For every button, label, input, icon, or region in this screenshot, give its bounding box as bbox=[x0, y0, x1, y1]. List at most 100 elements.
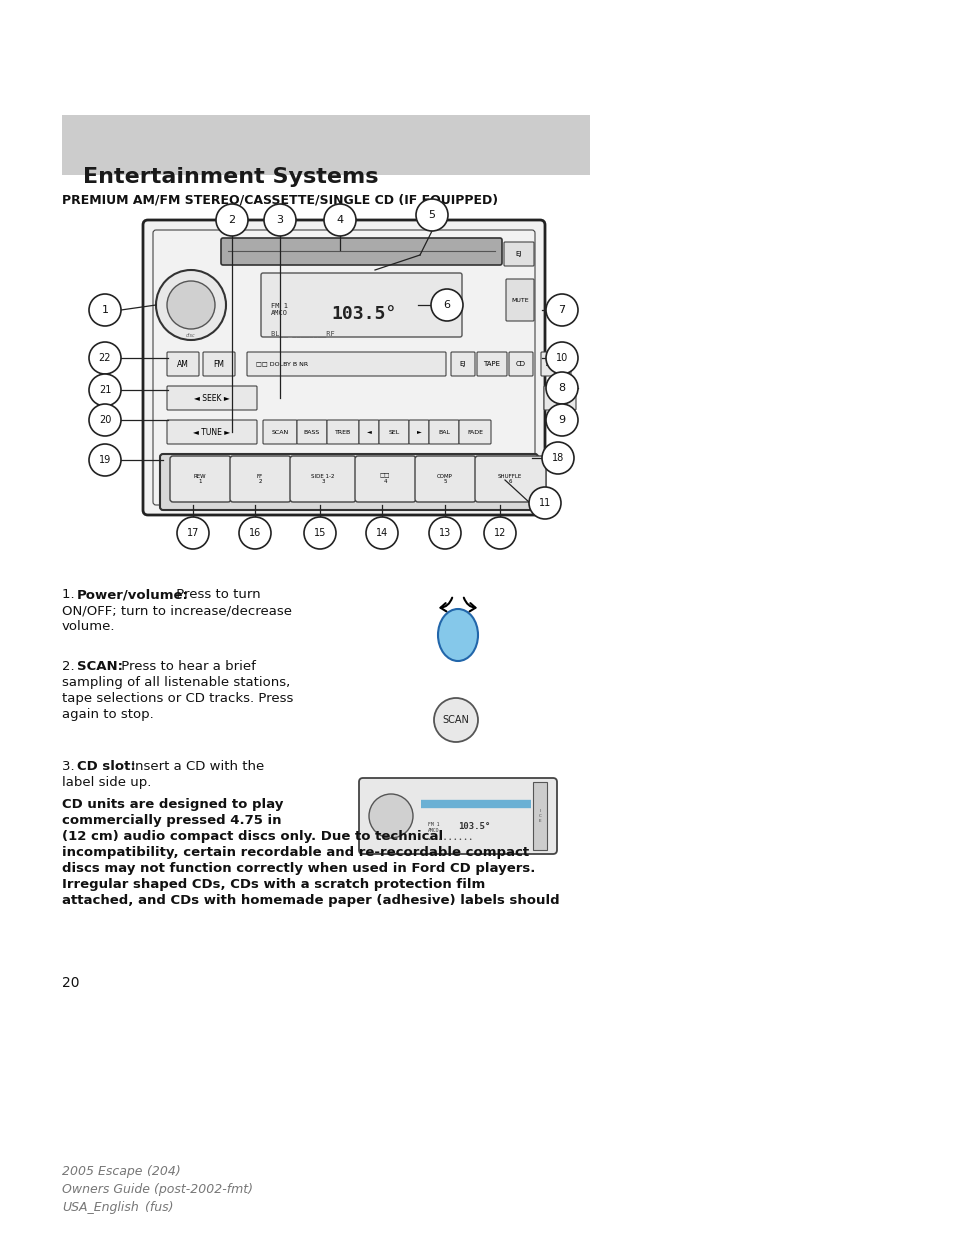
Text: SCAN:: SCAN: bbox=[77, 659, 123, 673]
Text: EJ: EJ bbox=[516, 251, 521, 257]
FancyBboxPatch shape bbox=[451, 352, 475, 375]
FancyBboxPatch shape bbox=[509, 352, 533, 375]
Text: 10: 10 bbox=[556, 353, 568, 363]
Circle shape bbox=[264, 204, 295, 236]
Text: USA_English: USA_English bbox=[62, 1200, 138, 1214]
FancyBboxPatch shape bbox=[429, 420, 458, 445]
FancyBboxPatch shape bbox=[540, 352, 571, 375]
Text: Press to turn: Press to turn bbox=[172, 588, 260, 601]
FancyBboxPatch shape bbox=[261, 273, 461, 337]
Circle shape bbox=[541, 442, 574, 474]
Circle shape bbox=[89, 445, 121, 475]
FancyBboxPatch shape bbox=[476, 352, 506, 375]
Text: FM 1
AMCΟ: FM 1 AMCΟ bbox=[271, 303, 288, 316]
FancyBboxPatch shape bbox=[160, 454, 537, 510]
FancyBboxPatch shape bbox=[167, 387, 256, 410]
FancyBboxPatch shape bbox=[143, 220, 544, 515]
Text: 20: 20 bbox=[62, 976, 79, 990]
Text: label side up.: label side up. bbox=[62, 776, 152, 789]
Text: FADE: FADE bbox=[467, 430, 482, 435]
Text: incompatibility, certain recordable and re-recordable compact: incompatibility, certain recordable and … bbox=[62, 846, 529, 860]
Text: 17: 17 bbox=[187, 529, 199, 538]
Text: 103.5°: 103.5° bbox=[457, 823, 490, 831]
Text: BL__ ________RF: BL__ ________RF bbox=[271, 330, 335, 337]
Text: • • • • • • • • •: • • • • • • • • • bbox=[428, 837, 472, 842]
Text: PREMIUM AM/FM STEREO/CASSETTE/SINGLE CD (IF EQUIPPED): PREMIUM AM/FM STEREO/CASSETTE/SINGLE CD … bbox=[62, 193, 497, 206]
Text: 14: 14 bbox=[375, 529, 388, 538]
Text: 16: 16 bbox=[249, 529, 261, 538]
Circle shape bbox=[156, 270, 226, 340]
Text: tape selections or CD tracks. Press: tape selections or CD tracks. Press bbox=[62, 692, 294, 705]
Text: AUTO: AUTO bbox=[546, 361, 565, 367]
Circle shape bbox=[431, 289, 462, 321]
Text: attached, and CDs with homemade paper (adhesive) labels should: attached, and CDs with homemade paper (a… bbox=[62, 894, 559, 906]
FancyBboxPatch shape bbox=[533, 782, 546, 850]
Text: TREB: TREB bbox=[335, 430, 351, 435]
FancyBboxPatch shape bbox=[221, 238, 501, 266]
Text: BASS: BASS bbox=[304, 430, 320, 435]
FancyBboxPatch shape bbox=[358, 778, 557, 853]
FancyBboxPatch shape bbox=[327, 420, 358, 445]
Text: 9: 9 bbox=[558, 415, 565, 425]
Circle shape bbox=[324, 204, 355, 236]
Text: 3: 3 bbox=[276, 215, 283, 225]
Circle shape bbox=[545, 342, 578, 374]
Text: (fus): (fus) bbox=[141, 1200, 173, 1214]
Text: 7: 7 bbox=[558, 305, 565, 315]
Text: REW
1: REW 1 bbox=[193, 473, 206, 484]
FancyBboxPatch shape bbox=[358, 420, 378, 445]
FancyBboxPatch shape bbox=[167, 420, 256, 445]
FancyBboxPatch shape bbox=[62, 115, 589, 175]
Circle shape bbox=[545, 372, 578, 404]
Circle shape bbox=[89, 374, 121, 406]
Circle shape bbox=[239, 517, 271, 550]
Text: AM: AM bbox=[177, 359, 189, 368]
Text: ◄ SEEK ►: ◄ SEEK ► bbox=[193, 394, 230, 403]
Text: 2: 2 bbox=[228, 215, 235, 225]
Text: 13: 13 bbox=[438, 529, 451, 538]
Text: 12: 12 bbox=[494, 529, 506, 538]
Text: Power/volume:: Power/volume: bbox=[77, 588, 189, 601]
Text: □□ DOLBY B NR: □□ DOLBY B NR bbox=[255, 362, 308, 367]
FancyBboxPatch shape bbox=[505, 279, 534, 321]
Text: SCAN: SCAN bbox=[442, 715, 469, 725]
Circle shape bbox=[429, 517, 460, 550]
Text: SCAN: SCAN bbox=[271, 430, 289, 435]
Circle shape bbox=[545, 404, 578, 436]
Text: discs may not function correctly when used in Ford CD players.: discs may not function correctly when us… bbox=[62, 862, 535, 876]
Text: □□
4: □□ 4 bbox=[379, 473, 390, 484]
Text: ◄ TUNE ►: ◄ TUNE ► bbox=[193, 427, 231, 436]
Text: CD slot:: CD slot: bbox=[77, 760, 135, 773]
FancyBboxPatch shape bbox=[543, 387, 576, 410]
Text: 18: 18 bbox=[551, 453, 563, 463]
Text: CD: CD bbox=[516, 361, 525, 367]
Text: SEL: SEL bbox=[388, 430, 399, 435]
Text: 11: 11 bbox=[538, 498, 551, 508]
Text: FM: FM bbox=[213, 359, 224, 368]
Text: MUTE: MUTE bbox=[511, 298, 528, 303]
Text: 19: 19 bbox=[99, 454, 111, 466]
FancyBboxPatch shape bbox=[475, 456, 545, 501]
Text: FF
2: FF 2 bbox=[256, 473, 263, 484]
Circle shape bbox=[167, 282, 214, 329]
Text: 2.: 2. bbox=[62, 659, 79, 673]
FancyBboxPatch shape bbox=[290, 456, 355, 501]
FancyBboxPatch shape bbox=[203, 352, 234, 375]
FancyBboxPatch shape bbox=[458, 420, 491, 445]
Text: I
C
E: I C E bbox=[538, 809, 541, 823]
Text: 103.5°: 103.5° bbox=[331, 305, 395, 324]
FancyBboxPatch shape bbox=[503, 242, 534, 266]
Text: 2005 Escape: 2005 Escape bbox=[62, 1165, 142, 1178]
Text: 4: 4 bbox=[336, 215, 343, 225]
Text: Irregular shaped CDs, CDs with a scratch protection film: Irregular shaped CDs, CDs with a scratch… bbox=[62, 878, 485, 890]
Text: SHUFFLE
6: SHUFFLE 6 bbox=[497, 473, 521, 484]
Text: Press to hear a brief: Press to hear a brief bbox=[117, 659, 255, 673]
Ellipse shape bbox=[437, 609, 477, 661]
FancyBboxPatch shape bbox=[355, 456, 416, 501]
Text: 1.: 1. bbox=[62, 588, 79, 601]
Circle shape bbox=[215, 204, 248, 236]
Circle shape bbox=[177, 517, 209, 550]
Text: sampling of all listenable stations,: sampling of all listenable stations, bbox=[62, 676, 290, 689]
Text: TAPE: TAPE bbox=[483, 361, 500, 367]
Text: BAL: BAL bbox=[437, 430, 450, 435]
